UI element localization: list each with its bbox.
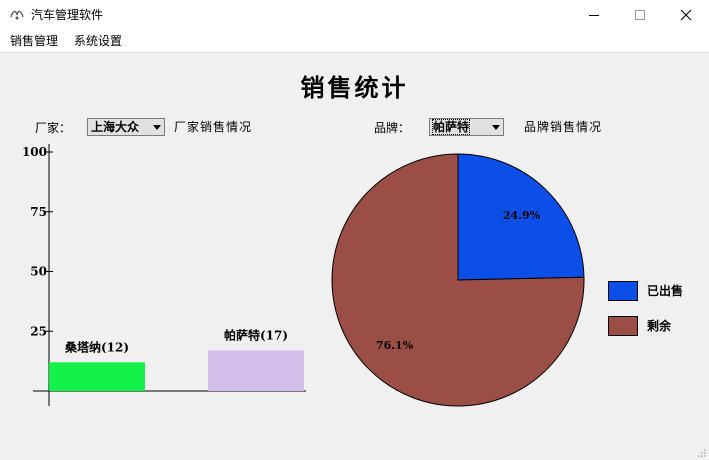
chevron-down-icon [153, 125, 161, 130]
menu-system-settings[interactable]: 系统设置 [74, 34, 123, 48]
bar-data-label: 帕萨特(17) [224, 327, 288, 342]
minimize-icon [589, 15, 599, 16]
maker-select-value: 上海大众 [91, 120, 140, 134]
chevron-down-icon [492, 125, 500, 130]
menu-bar: 销售管理 系统设置 [0, 30, 709, 53]
bar-2 [208, 350, 304, 391]
maker-label: 厂家： [35, 121, 72, 135]
legend-swatch-sold [608, 281, 638, 301]
window-title: 汽车管理软件 [31, 8, 104, 22]
brand-select-value: 帕萨特 [431, 119, 471, 135]
y-tick-label: 50 [30, 265, 47, 279]
y-tick-label: 100 [22, 145, 47, 159]
y-tick-label: 25 [30, 324, 47, 338]
maker-chart-label: 厂家销售情况 [174, 120, 253, 134]
brand-pie-chart: 24.9% 76.1% [331, 153, 585, 407]
legend-label-remaining: 剩余 [647, 319, 672, 333]
resize-grip-icon[interactable] [698, 449, 706, 457]
bar-data-label: 桑塔纳(12) [65, 339, 129, 354]
brand-chart-label: 品牌销售情况 [524, 120, 603, 134]
pie-slice-1 [457, 153, 585, 281]
menu-sales-management[interactable]: 销售管理 [10, 34, 59, 48]
title-bar: 汽车管理软件 [0, 0, 709, 30]
legend-label-sold: 已出售 [647, 284, 684, 298]
maker-bar-chart: 25 50 75 100 桑塔纳(12) 帕萨特(17) [22, 144, 306, 406]
pie-data-label: 24.9% [503, 209, 541, 222]
bar-1 [49, 362, 145, 391]
page-title: 销售统计 [300, 73, 409, 102]
sales-statistics-panel: 销售统计 厂家： 上海大众 厂家销售情况 品牌： 帕萨特 品牌销售情况 25 50… [0, 53, 709, 460]
pie-data-label: 76.1% [376, 339, 414, 352]
close-button[interactable] [663, 0, 709, 30]
brand-select[interactable]: 帕萨特 [429, 118, 504, 136]
legend-swatch-remaining [608, 316, 638, 336]
app-icon [10, 10, 24, 20]
maker-select[interactable]: 上海大众 [87, 118, 165, 136]
minimize-button[interactable] [571, 0, 617, 30]
pie-slice-2 [331, 153, 585, 407]
maximize-button[interactable] [617, 0, 663, 30]
maximize-icon [635, 10, 645, 20]
brand-label: 品牌： [374, 121, 411, 135]
y-tick-label: 75 [30, 205, 47, 219]
close-icon [680, 9, 692, 21]
